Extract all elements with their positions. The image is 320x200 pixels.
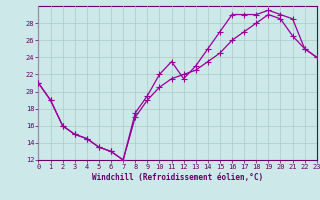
X-axis label: Windchill (Refroidissement éolien,°C): Windchill (Refroidissement éolien,°C) xyxy=(92,173,263,182)
